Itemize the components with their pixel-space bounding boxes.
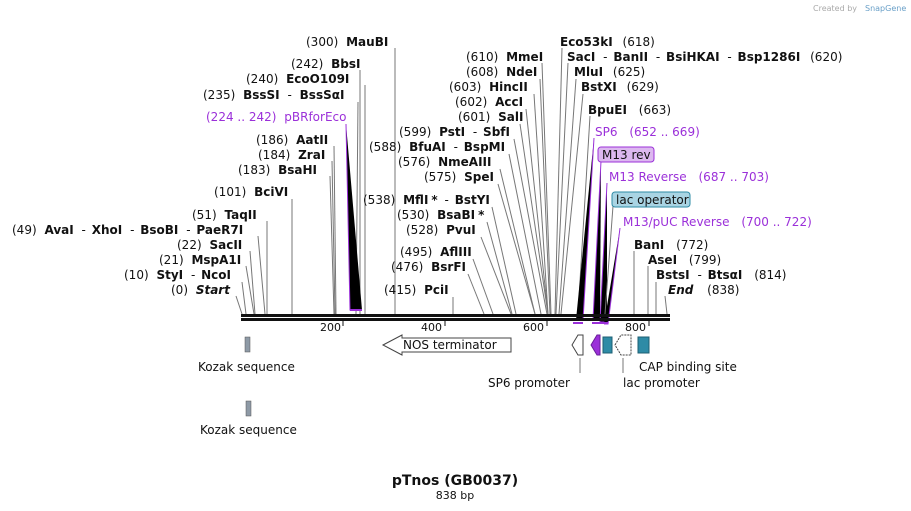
saci-label[interactable]: SacI - BanII - BsiHKAI - Bsp1286I (620) — [567, 50, 842, 64]
bsssi-label[interactable]: (235) BssSI - BssSαI — [203, 88, 344, 102]
pbrforeco-label[interactable]: (224 .. 242) pBRforEco — [206, 110, 346, 124]
lacop-label[interactable]: lac operator — [616, 193, 689, 207]
avai-label[interactable]: (49) AvaI - XhoI - BsoBI - PaeR7I — [12, 223, 243, 237]
ruler-tick-800: 800 — [625, 321, 646, 334]
ndei-label[interactable]: (608) NdeI — [466, 65, 537, 79]
bsabi-label[interactable]: (530) BsaBI * — [397, 208, 485, 222]
nos-terminator-label[interactable]: NOS terminator — [403, 338, 497, 352]
bsrfi-label[interactable]: (476) BsrFI — [391, 260, 466, 274]
aatii-label[interactable]: (186) AatII — [256, 133, 328, 147]
plasmid-length: 838 bp — [436, 489, 474, 502]
pcii-label[interactable]: (415) PciI — [384, 283, 449, 297]
maubi-label[interactable]: (300) MauBI — [306, 35, 388, 49]
psti-label[interactable]: (599) PstI - SbfI — [399, 125, 510, 139]
start-label[interactable]: (0) Start — [171, 283, 231, 297]
plasmid-title: pTnos (GB0037) — [392, 473, 518, 489]
nos-terminator-arrow[interactable] — [381, 334, 512, 356]
sp6-promoter-arrow[interactable] — [571, 334, 584, 356]
pvui-label[interactable]: (528) PvuI — [406, 223, 476, 237]
sali-label[interactable]: (601) SalI — [458, 110, 523, 124]
asei-label[interactable]: AseI (799) — [648, 253, 721, 267]
lac-promoter-arrow[interactable] — [614, 334, 632, 356]
ecoo109i-label[interactable]: (240) EcoO109I — [246, 72, 349, 86]
m13rev-label[interactable]: M13 rev — [602, 148, 651, 162]
afliii-label[interactable]: (495) AflIII — [400, 245, 472, 259]
sp6-primer-mark — [573, 322, 583, 324]
backbone-bottom-strand — [241, 318, 670, 321]
sacii-label[interactable]: (22) SacII — [177, 238, 242, 252]
spei-label[interactable]: (575) SpeI — [424, 170, 494, 184]
kozak-feature-1[interactable] — [244, 336, 251, 353]
bfuai-label[interactable]: (588) BfuAI - BspMI — [369, 140, 505, 154]
bani-label[interactable]: BanI (772) — [634, 238, 708, 252]
styi-label[interactable]: (10) StyI - NcoI — [124, 268, 231, 282]
bcivi-label[interactable]: (101) BciVI — [214, 185, 288, 199]
m13-primer-feature[interactable] — [590, 334, 601, 356]
end-label[interactable]: End (838) — [668, 283, 739, 297]
nmeaiii-label[interactable]: (576) NmeAIII — [398, 155, 491, 169]
sp6-label[interactable]: SP6 (652 .. 669) — [595, 125, 700, 139]
bpuei-label[interactable]: BpuEI (663) — [588, 103, 671, 117]
mlui-label[interactable]: MluI (625) — [574, 65, 645, 79]
bbsi-label[interactable]: (242) BbsI — [291, 57, 360, 71]
sp6-promoter-label[interactable]: SP6 promoter — [488, 376, 570, 390]
mspa1i-label[interactable]: (21) MspA1I — [159, 253, 241, 267]
credit-text: Created by — [813, 4, 857, 13]
ruler-tick-200: 200 — [320, 321, 341, 334]
ruler-tick-400: 400 — [421, 321, 442, 334]
ruler: 200 400 600 800 — [320, 321, 650, 334]
eco53ki-label[interactable]: Eco53kI (618) — [560, 35, 655, 49]
bsahi-label[interactable]: (183) BsaHI — [238, 163, 317, 177]
snapgene-brand: SnapGene — [865, 4, 906, 13]
cap-binding-label[interactable]: CAP binding site — [639, 360, 737, 374]
bstxi-label[interactable]: BstXI (629) — [581, 80, 659, 94]
cap-binding-feature[interactable] — [637, 336, 650, 354]
acci-label[interactable]: (602) AccI — [455, 95, 523, 109]
m13puc-label[interactable]: M13/pUC Reverse (700 .. 722) — [623, 215, 812, 229]
mfli-label[interactable]: (538) MflI * - BstYI — [363, 193, 490, 207]
mmei-label[interactable]: (610) MmeI — [466, 50, 543, 64]
kozak-label-1[interactable]: Kozak sequence — [198, 360, 295, 374]
bsti-label[interactable]: BstsI - BtsαI (814) — [656, 268, 786, 282]
lac-operator-feature[interactable] — [602, 336, 613, 354]
ruler-tick-600: 600 — [523, 321, 544, 334]
kozak-label-2[interactable]: Kozak sequence — [200, 423, 297, 437]
zrai-label[interactable]: (184) ZraI — [258, 148, 325, 162]
m13rev-box — [597, 146, 655, 163]
m13reverse-label[interactable]: M13 Reverse (687 .. 703) — [609, 170, 769, 184]
lacop-box — [611, 191, 691, 208]
hincii-label[interactable]: (603) HincII — [449, 80, 528, 94]
kozak-feature-2[interactable] — [245, 400, 252, 417]
taqii-label[interactable]: (51) TaqII — [192, 208, 257, 222]
backbone-top-strand — [241, 314, 670, 317]
pbrforeco-primer-mark — [350, 309, 362, 311]
m13-primer-mark — [592, 322, 608, 324]
lac-promoter-label[interactable]: lac promoter — [623, 376, 700, 390]
